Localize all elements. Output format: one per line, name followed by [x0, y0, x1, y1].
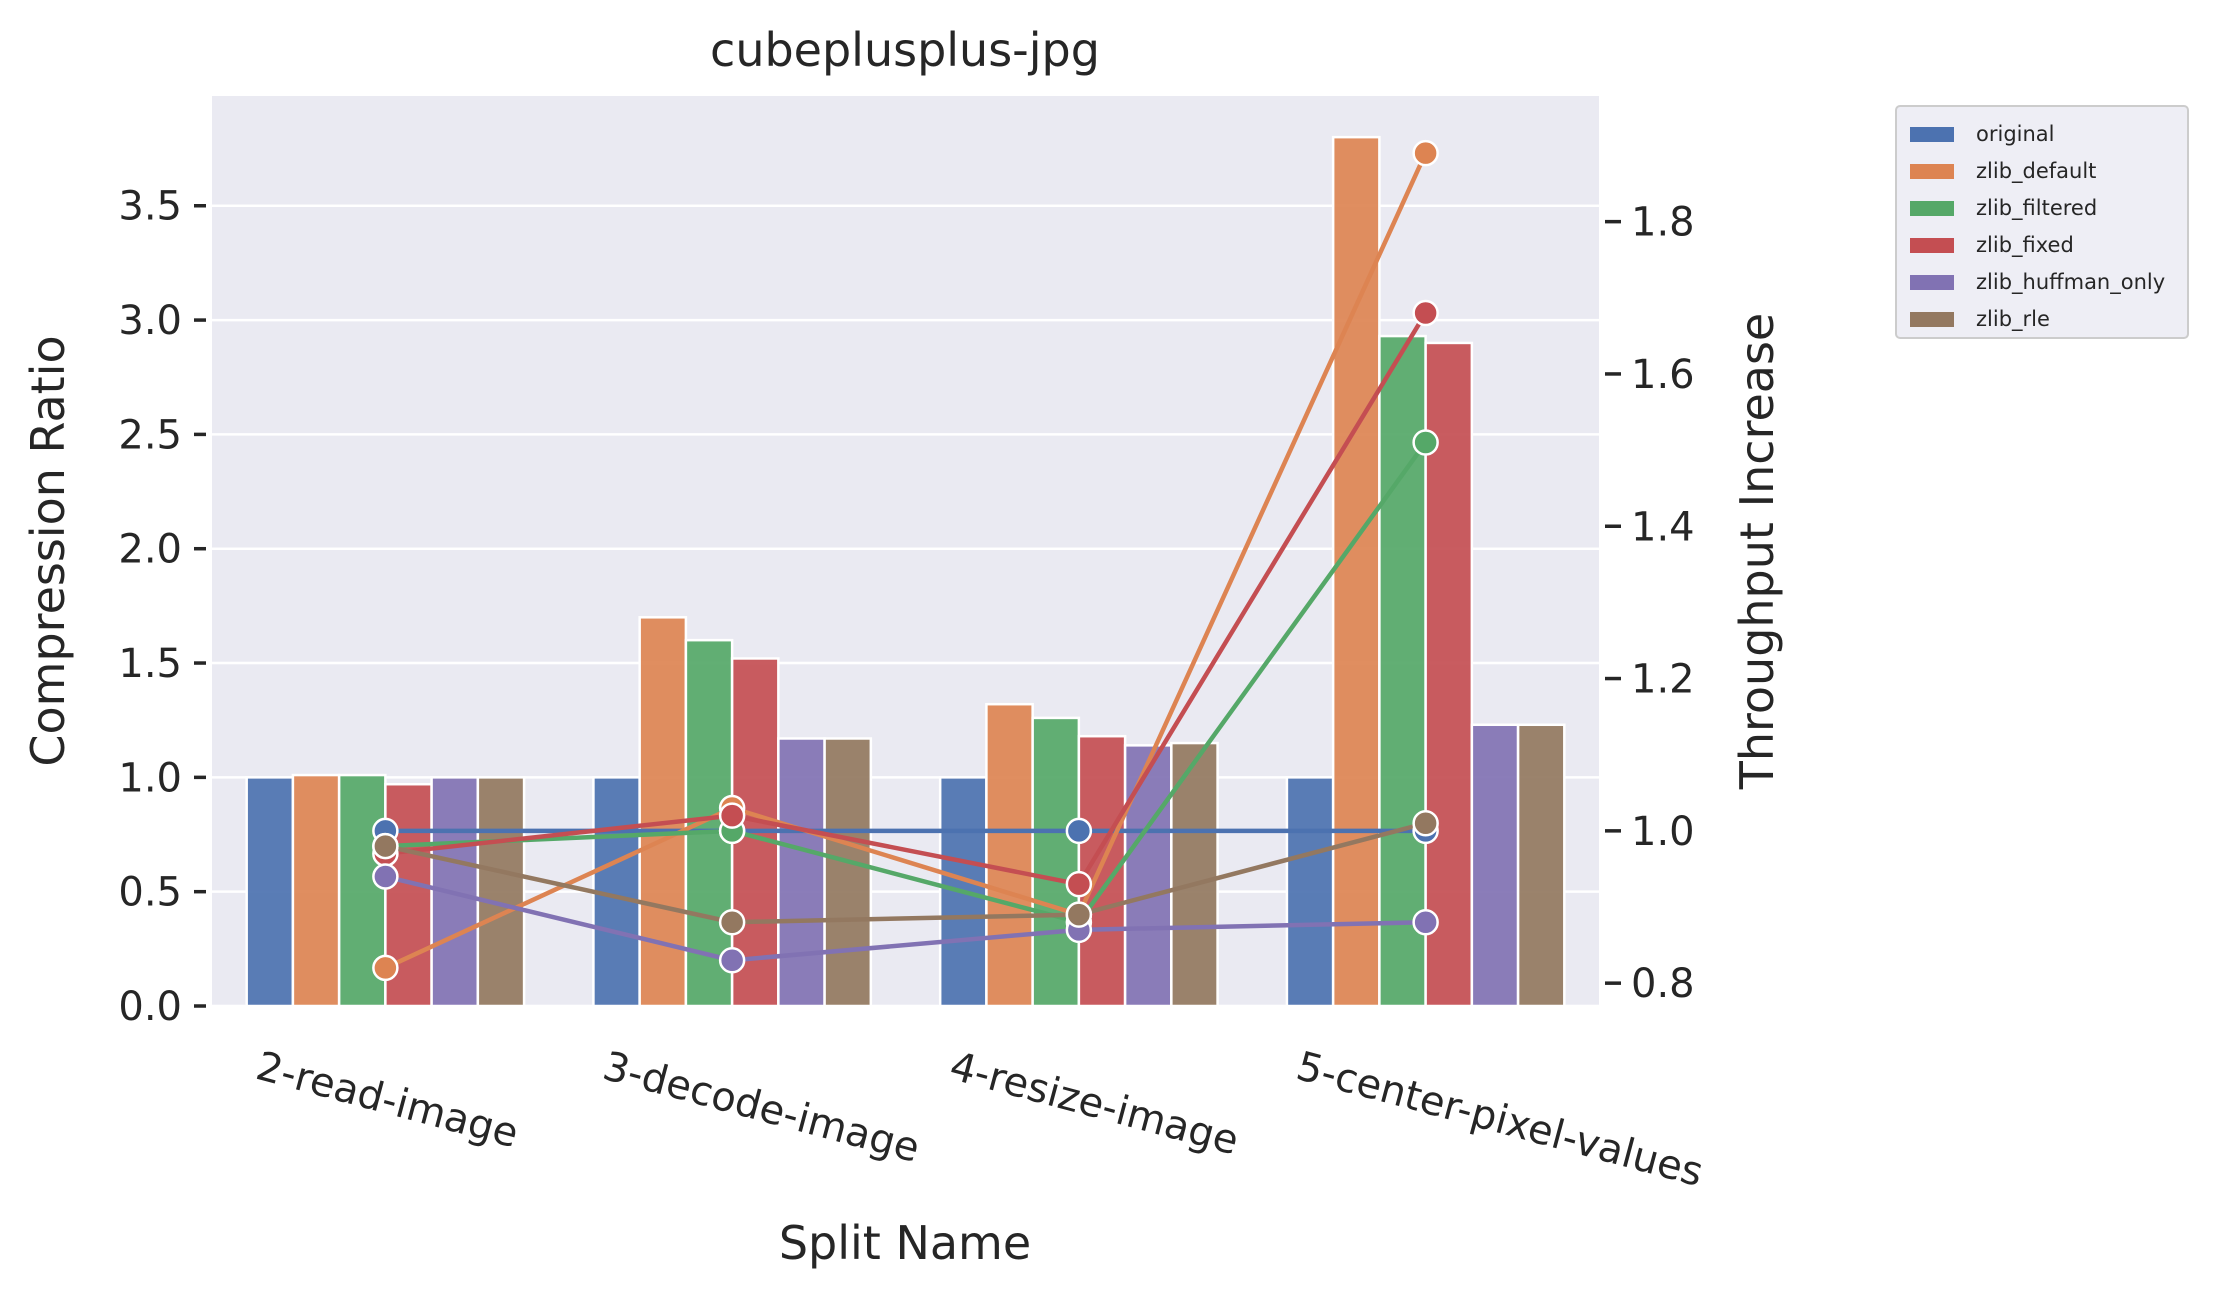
legend-swatch [1910, 201, 1954, 216]
y-tick-label: 2.0 [118, 527, 182, 573]
legend-label: zlib_filtered [1976, 196, 2097, 221]
bar [777, 737, 826, 1008]
line-point [1065, 901, 1093, 928]
legend-swatch [1910, 238, 1954, 253]
line-point [1065, 870, 1093, 898]
y2-axis-title: Throughput Increase [1730, 313, 1784, 791]
legend-label: zlib_huffman_only [1976, 270, 2165, 295]
line-point [372, 954, 399, 982]
y-tick-label: 1.5 [118, 641, 182, 687]
legend-swatch [1910, 312, 1954, 327]
y2-tick-label: 1.6 [1631, 352, 1695, 398]
legend-swatch [1910, 275, 1954, 290]
y2-tick-label: 0.8 [1631, 961, 1695, 1007]
line-point [718, 908, 746, 936]
bar [1424, 341, 1474, 1008]
legend: original zlib_default zlib_filtered zlib_fi… [1895, 105, 2189, 339]
line-point [1065, 817, 1093, 845]
line-point [718, 802, 746, 829]
line-point [372, 863, 399, 890]
series-line [385, 311, 1428, 887]
y-tick-label: 3.5 [118, 184, 182, 230]
bar [1470, 723, 1520, 1008]
legend-swatch [1910, 164, 1954, 179]
right-axis: 0.8 1.0 1.2 1.4 1.6 1.8 [1605, 200, 1695, 1007]
x-tick-label: 5-center-pixel-values [1292, 1043, 1708, 1196]
y2-tick-label: 1.0 [1631, 809, 1695, 855]
legend-swatch [1910, 127, 1954, 142]
series-line [384, 874, 1426, 963]
chart-title: cubeplusplus-jpg [710, 23, 1100, 77]
x-axis: 2-read-image 3-decode-image 4-resize-image… [251, 1043, 1707, 1196]
x-axis-title: Split Name [779, 1216, 1031, 1270]
x-tick-label: 3-decode-image [598, 1043, 924, 1172]
line-point [1412, 299, 1439, 327]
line-point [372, 832, 399, 860]
y-tick-label: 0.0 [118, 984, 182, 1030]
bar [1285, 776, 1335, 1008]
y-axis-title: Compression Ratio [21, 335, 75, 766]
series-lines [372, 139, 1439, 982]
y-tick-label: 1.0 [118, 755, 182, 801]
line-point [1412, 139, 1439, 167]
bar [291, 773, 341, 1008]
series-line [385, 441, 1428, 925]
bar [1031, 716, 1081, 1008]
x-tick-label: 4-resize-image [945, 1043, 1243, 1164]
y-tick-label: 3.0 [118, 298, 182, 344]
bar [476, 776, 526, 1008]
legend-label: original [1976, 122, 2055, 146]
bar [985, 702, 1034, 1008]
line-point [718, 947, 746, 974]
left-axis: 0.0 0.5 1.0 1.5 2.0 2.5 3.0 3.5 [118, 184, 206, 1030]
bars [245, 135, 1566, 1008]
series-line [384, 821, 1427, 925]
y2-tick-label: 1.2 [1631, 657, 1695, 703]
legend-label: zlib_rle [1976, 307, 2050, 332]
bar [1516, 723, 1566, 1008]
bar [823, 737, 873, 1008]
legend-label: zlib_default [1976, 159, 2096, 184]
series-line [384, 152, 1428, 970]
line-point [1412, 809, 1439, 837]
x-tick-label: 2-read-image [251, 1043, 523, 1157]
line-point [1412, 429, 1439, 456]
line-point [1412, 908, 1439, 936]
y-tick-label: 2.5 [118, 412, 182, 458]
bar [1123, 744, 1173, 1008]
legend-label: zlib_fixed [1976, 233, 2074, 258]
bar [337, 773, 387, 1008]
y-tick-label: 0.5 [118, 870, 182, 916]
y2-tick-label: 1.8 [1631, 200, 1695, 246]
bar [245, 776, 295, 1008]
legend-box [1895, 105, 2189, 339]
y2-tick-label: 1.4 [1631, 504, 1695, 550]
